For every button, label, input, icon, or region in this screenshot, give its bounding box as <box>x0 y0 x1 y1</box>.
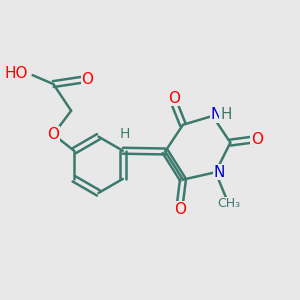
Text: N: N <box>210 107 222 122</box>
Text: H: H <box>220 107 232 122</box>
Text: O: O <box>168 91 180 106</box>
Text: HO: HO <box>5 66 28 81</box>
Text: O: O <box>47 127 59 142</box>
Text: O: O <box>81 72 93 87</box>
Text: O: O <box>174 202 186 217</box>
Text: CH₃: CH₃ <box>217 197 240 210</box>
Text: H: H <box>119 128 130 141</box>
Text: N: N <box>213 165 225 180</box>
Text: O: O <box>251 132 263 147</box>
